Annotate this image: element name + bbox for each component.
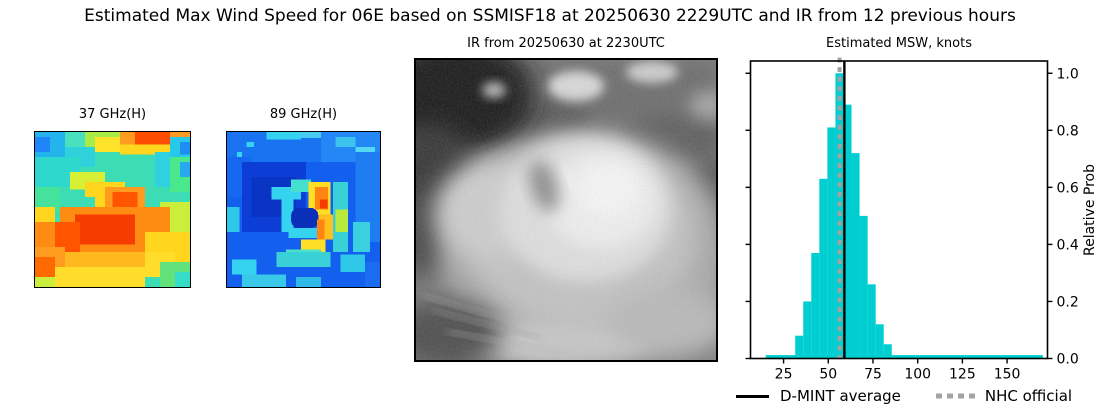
- x-tick-label: 125: [949, 367, 976, 383]
- mw37-mosaic: [35, 132, 190, 287]
- histogram-ylabel: Relative Prob: [1082, 164, 1098, 257]
- hist-bar: [859, 215, 868, 359]
- hist-bar: [795, 335, 804, 359]
- ir-cloud-art: [416, 60, 716, 360]
- y-tick-label: 0.2: [1057, 294, 1079, 310]
- legend-label-nhc: NHC official: [984, 387, 1073, 405]
- x-tick-label: 75: [864, 367, 882, 383]
- legend-label-dmint: D-MINT average: [780, 387, 901, 405]
- x-tick-label: 25: [775, 367, 793, 383]
- mw89-image: [226, 131, 381, 288]
- y-tick-label: 1.0: [1057, 66, 1079, 82]
- hist-bar: [811, 252, 820, 359]
- hist-bar: [803, 301, 812, 359]
- hist-bar: [843, 104, 852, 359]
- y-tick-label: 0.4: [1057, 237, 1079, 253]
- hist-frame: [749, 60, 1049, 360]
- histogram-legend: D-MINT average NHC official: [736, 387, 1072, 405]
- x-tick-label: 150: [994, 367, 1021, 383]
- mw89-mosaic: [227, 132, 380, 287]
- histogram-title: Estimated MSW, knots: [826, 36, 972, 51]
- ir-image: [414, 58, 718, 362]
- dmint-line-sample-icon: [736, 394, 769, 398]
- mw37-image: [34, 131, 191, 288]
- hist-bar: [819, 178, 828, 359]
- hist-bar: [765, 355, 1043, 359]
- hist-bar: [851, 153, 860, 359]
- y-tick-label: 0.8: [1057, 123, 1079, 139]
- mw89-title: 89 GHz(H): [269, 107, 338, 122]
- figure-title: Estimated Max Wind Speed for 06E based o…: [84, 6, 1016, 26]
- hist-bar: [883, 344, 892, 359]
- hist-bar: [875, 324, 884, 359]
- nhc-dashed-line-sample-icon: [935, 393, 975, 399]
- mw37-title: 37 GHz(H): [78, 107, 147, 122]
- x-tick-label: 100: [904, 367, 931, 383]
- x-tick-label: 50: [819, 367, 837, 383]
- y-tick-label: 0.6: [1057, 180, 1079, 196]
- hist-bar: [827, 127, 836, 359]
- hist-bar: [867, 284, 876, 359]
- ir-title: IR from 20250630 at 2230UTC: [467, 36, 665, 51]
- y-tick-label: 0.0: [1057, 352, 1079, 368]
